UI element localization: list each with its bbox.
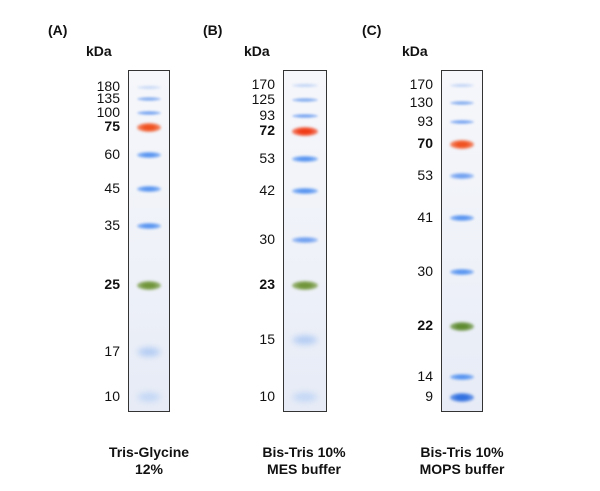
marker-label-75: 75 (104, 118, 120, 134)
caption-line-2: MOPS buffer (419, 461, 505, 477)
caption-line-2: 12% (134, 461, 164, 477)
marker-label-170: 170 (409, 76, 433, 92)
protein-band-35 (137, 223, 161, 229)
gel-caption: Tris-Glycine 12% (79, 444, 219, 478)
protein-band-60 (137, 152, 161, 158)
gel-lane (441, 70, 483, 412)
protein-band-17 (137, 347, 161, 357)
unit-label: kDa (86, 43, 112, 59)
protein-band-41 (450, 215, 474, 221)
marker-label-93: 93 (259, 107, 275, 123)
unit-label: kDa (402, 43, 428, 59)
marker-label-135: 135 (96, 90, 120, 106)
marker-label-170: 170 (251, 76, 275, 92)
protein-band-14 (450, 374, 474, 380)
protein-band-75 (137, 122, 161, 132)
protein-band-25 (137, 280, 161, 290)
protein-band-72 (292, 126, 318, 136)
gel-lane (283, 70, 327, 412)
marker-label-10: 10 (259, 388, 275, 404)
protein-band-135 (137, 97, 161, 101)
marker-label-41: 41 (417, 209, 433, 225)
protein-band-9 (450, 392, 474, 402)
caption-line-1: Bis-Tris 10% (420, 444, 504, 460)
marker-label-22: 22 (417, 317, 433, 333)
marker-label-53: 53 (417, 167, 433, 183)
marker-label-10: 10 (104, 388, 120, 404)
marker-label-93: 93 (417, 113, 433, 129)
marker-label-53: 53 (259, 150, 275, 166)
protein-band-45 (137, 186, 161, 192)
protein-band-42 (292, 188, 318, 194)
panel-a: (A) kDa Tris-Glycine 12% 180 135 100 75 60 45… (0, 0, 200, 491)
marker-label-125: 125 (251, 91, 275, 107)
protein-band-30 (292, 237, 318, 243)
protein-band-70 (450, 139, 474, 149)
protein-band-15 (292, 335, 318, 345)
marker-label-17: 17 (104, 343, 120, 359)
marker-label-45: 45 (104, 180, 120, 196)
gel-caption: Bis-Tris 10% MOPS buffer (392, 444, 532, 478)
panel-label: (A) (48, 22, 68, 38)
gel-lane (128, 70, 170, 412)
gel-caption: Bis-Tris 10% MES buffer (234, 444, 374, 478)
marker-label-42: 42 (259, 182, 275, 198)
protein-band-22 (450, 321, 474, 331)
protein-band-170 (450, 83, 474, 87)
protein-band-130 (450, 101, 474, 105)
protein-band-23 (292, 280, 318, 290)
protein-band-180 (137, 85, 161, 89)
protein-band-53 (450, 173, 474, 179)
marker-label-70: 70 (417, 135, 433, 151)
marker-label-60: 60 (104, 146, 120, 162)
marker-label-15: 15 (259, 331, 275, 347)
protein-band-170 (292, 83, 318, 87)
protein-band-93 (292, 114, 318, 118)
protein-band-93 (450, 120, 474, 124)
marker-label-25: 25 (104, 276, 120, 292)
marker-label-30: 30 (417, 263, 433, 279)
marker-label-100: 100 (96, 104, 120, 120)
marker-label-35: 35 (104, 217, 120, 233)
caption-line-1: Bis-Tris 10% (262, 444, 346, 460)
protein-band-100 (137, 111, 161, 115)
caption-line-2: MES buffer (267, 461, 341, 477)
marker-label-9: 9 (425, 388, 433, 404)
caption-line-1: Tris-Glycine (108, 444, 190, 460)
marker-label-130: 130 (409, 94, 433, 110)
protein-band-10 (292, 392, 318, 402)
panel-label: (B) (203, 22, 223, 38)
marker-label-14: 14 (417, 368, 433, 384)
panel-label: (C) (362, 22, 382, 38)
protein-band-30 (450, 269, 474, 275)
protein-band-53 (292, 156, 318, 162)
protein-band-125 (292, 98, 318, 102)
marker-label-72: 72 (259, 122, 275, 138)
marker-label-180: 180 (96, 78, 120, 94)
unit-label: kDa (244, 43, 270, 59)
protein-band-10 (137, 392, 161, 402)
marker-label-30: 30 (259, 231, 275, 247)
marker-label-23: 23 (259, 276, 275, 292)
